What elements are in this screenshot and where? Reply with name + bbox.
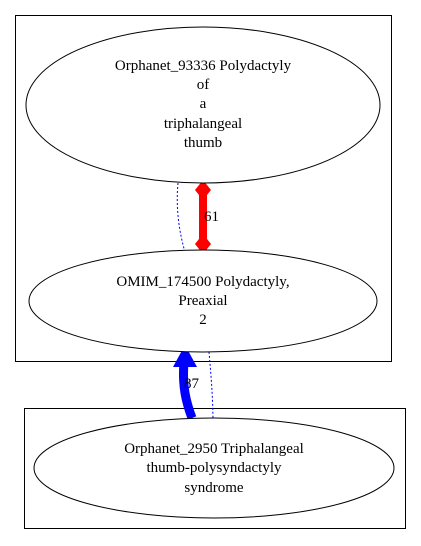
node-orphanet-93336-line-5: thumb (184, 135, 222, 151)
node-omim-174500-line-2: Preaxial (178, 293, 227, 309)
node-orphanet-93336-line-3: a (200, 96, 207, 112)
red-edge-label: 61 (204, 209, 219, 225)
node-orphanet-93336-line-1: Orphanet_93336 Polydactyly (115, 58, 292, 74)
node-orphanet-2950-line-3: syndrome (184, 480, 244, 496)
node-orphanet-2950-line-1: Orphanet_2950 Triphalangeal (124, 441, 304, 457)
node-omim-174500-line-1: OMIM_174500 Polydactyly, (116, 274, 289, 290)
node-orphanet-93336-line-2: of (197, 77, 210, 93)
node-orphanet-2950-line-2: thumb-polysyndactyly (147, 460, 282, 476)
blue-edge-label: 87 (184, 376, 200, 392)
dotted-edge-lower (209, 352, 213, 423)
node-orphanet-93336-line-4: triphalangeal (164, 116, 242, 132)
node-omim-174500-line-3: 2 (199, 312, 207, 328)
dotted-edge-upper (177, 183, 185, 252)
